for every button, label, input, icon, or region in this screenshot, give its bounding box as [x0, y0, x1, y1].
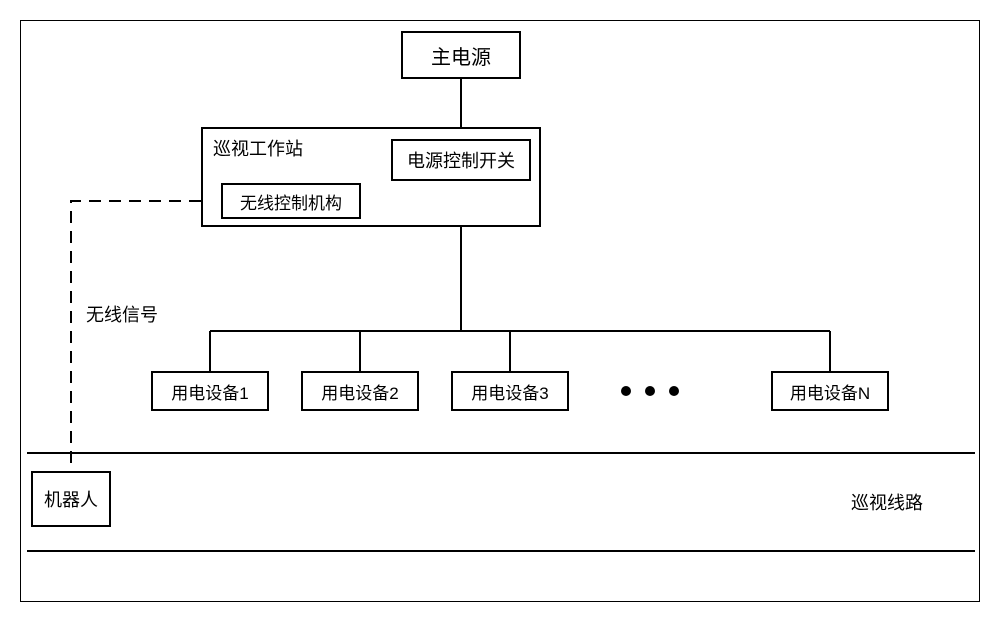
node-label: 主电源 [431, 41, 491, 70]
label-patrol-line: 巡视线路 [851, 489, 923, 515]
node-label: 用电设备3 [471, 379, 548, 404]
node-device-1: 用电设备1 [151, 371, 269, 411]
node-label: 机器人 [44, 486, 98, 512]
node-label: 电源控制开关 [407, 147, 515, 173]
dot-icon [669, 386, 679, 396]
ellipsis-dots [621, 386, 679, 396]
label-wireless-signal: 无线信号 [86, 301, 158, 327]
connector-lines [21, 21, 981, 603]
node-power-switch: 电源控制开关 [391, 139, 531, 181]
node-device-2: 用电设备2 [301, 371, 419, 411]
node-robot: 机器人 [31, 471, 111, 527]
node-label: 无线控制机构 [240, 189, 342, 214]
dot-icon [645, 386, 655, 396]
node-device-3: 用电设备3 [451, 371, 569, 411]
diagram-frame: 主电源 巡视工作站 电源控制开关 无线控制机构 用电设备1 用电设备2 用电设备… [20, 20, 980, 602]
dot-icon [621, 386, 631, 396]
node-label: 用电设备1 [171, 379, 248, 404]
node-label: 巡视工作站 [213, 135, 303, 161]
node-label: 用电设备2 [321, 379, 398, 404]
node-main-power: 主电源 [401, 31, 521, 79]
node-device-n: 用电设备N [771, 371, 889, 411]
node-wireless-ctrl: 无线控制机构 [221, 183, 361, 219]
node-label: 用电设备N [790, 379, 870, 404]
